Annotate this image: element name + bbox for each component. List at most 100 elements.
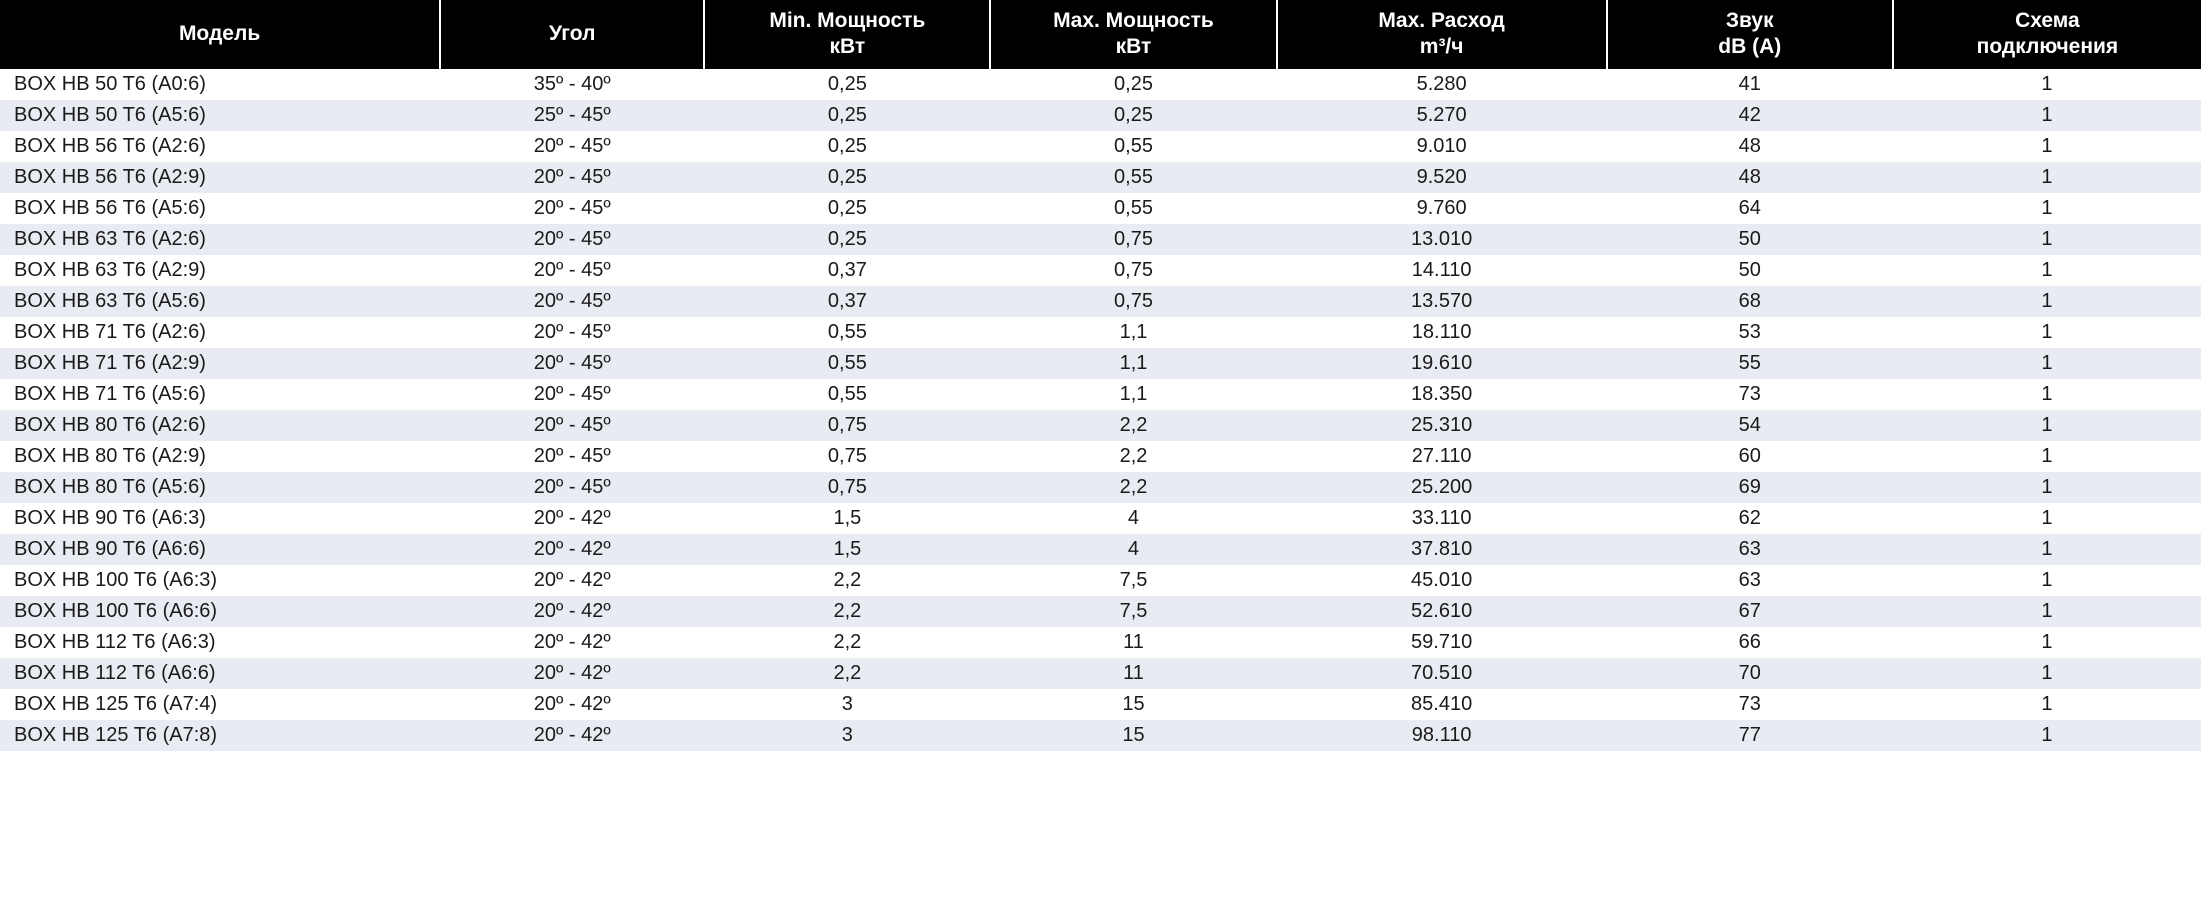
cell-sound: 50 [1607, 224, 1893, 255]
cell-sound: 69 [1607, 472, 1893, 503]
cell-model: BOX HB 56 T6 (A2:6) [0, 131, 440, 162]
cell-max: 7,5 [990, 565, 1276, 596]
cell-scheme: 1 [1893, 472, 2201, 503]
cell-max: 0,75 [990, 224, 1276, 255]
cell-flow: 19.610 [1277, 348, 1607, 379]
cell-angle: 20º - 45º [440, 379, 704, 410]
cell-scheme: 1 [1893, 534, 2201, 565]
cell-model: BOX HB 71 T6 (A2:9) [0, 348, 440, 379]
table-row: BOX HB 112 T6 (A6:3)20º - 42º2,21159.710… [0, 627, 2201, 658]
table-row: BOX HB 71 T6 (A5:6)20º - 45º0,551,118.35… [0, 379, 2201, 410]
cell-flow: 98.110 [1277, 720, 1607, 751]
cell-model: BOX HB 112 T6 (A6:3) [0, 627, 440, 658]
cell-sound: 53 [1607, 317, 1893, 348]
cell-max: 0,55 [990, 131, 1276, 162]
cell-model: BOX HB 50 T6 (A0:6) [0, 69, 440, 100]
table-row: BOX HB 80 T6 (A2:6)20º - 45º0,752,225.31… [0, 410, 2201, 441]
cell-sound: 50 [1607, 255, 1893, 286]
cell-model: BOX HB 90 T6 (A6:6) [0, 534, 440, 565]
cell-sound: 70 [1607, 658, 1893, 689]
cell-flow: 13.570 [1277, 286, 1607, 317]
cell-scheme: 1 [1893, 317, 2201, 348]
cell-angle: 20º - 42º [440, 596, 704, 627]
cell-max: 2,2 [990, 441, 1276, 472]
cell-max: 0,55 [990, 162, 1276, 193]
table-row: BOX HB 125 T6 (A7:4)20º - 42º31585.41073… [0, 689, 2201, 720]
cell-flow: 52.610 [1277, 596, 1607, 627]
col-header-max: Max. МощностькВт [990, 0, 1276, 69]
table-row: BOX HB 50 T6 (A5:6)25º - 45º0,250,255.27… [0, 100, 2201, 131]
cell-scheme: 1 [1893, 286, 2201, 317]
cell-min: 0,55 [704, 379, 990, 410]
cell-sound: 62 [1607, 503, 1893, 534]
cell-max: 1,1 [990, 348, 1276, 379]
cell-angle: 20º - 45º [440, 441, 704, 472]
cell-flow: 5.280 [1277, 69, 1607, 100]
col-header-min: Min. МощностькВт [704, 0, 990, 69]
table-row: BOX HB 100 T6 (A6:3)20º - 42º2,27,545.01… [0, 565, 2201, 596]
cell-max: 15 [990, 689, 1276, 720]
cell-angle: 25º - 45º [440, 100, 704, 131]
cell-model: BOX HB 56 T6 (A2:9) [0, 162, 440, 193]
col-header-model: Модель [0, 0, 440, 69]
cell-scheme: 1 [1893, 410, 2201, 441]
cell-model: BOX HB 80 T6 (A2:6) [0, 410, 440, 441]
col-header-flow: Max. Расходm³/ч [1277, 0, 1607, 69]
cell-scheme: 1 [1893, 627, 2201, 658]
cell-scheme: 1 [1893, 224, 2201, 255]
table-row: BOX HB 56 T6 (A2:6)20º - 45º0,250,559.01… [0, 131, 2201, 162]
cell-angle: 20º - 45º [440, 193, 704, 224]
cell-max: 1,1 [990, 379, 1276, 410]
table-row: BOX HB 56 T6 (A2:9)20º - 45º0,250,559.52… [0, 162, 2201, 193]
cell-min: 3 [704, 689, 990, 720]
cell-model: BOX HB 56 T6 (A5:6) [0, 193, 440, 224]
cell-min: 0,25 [704, 162, 990, 193]
cell-scheme: 1 [1893, 503, 2201, 534]
cell-max: 1,1 [990, 317, 1276, 348]
cell-sound: 63 [1607, 534, 1893, 565]
cell-angle: 20º - 42º [440, 689, 704, 720]
cell-model: BOX HB 100 T6 (A6:3) [0, 565, 440, 596]
col-header-scheme: Схемаподключения [1893, 0, 2201, 69]
cell-sound: 41 [1607, 69, 1893, 100]
table-row: BOX HB 112 T6 (A6:6)20º - 42º2,21170.510… [0, 658, 2201, 689]
cell-flow: 27.110 [1277, 441, 1607, 472]
cell-min: 1,5 [704, 503, 990, 534]
cell-flow: 85.410 [1277, 689, 1607, 720]
cell-min: 0,75 [704, 410, 990, 441]
col-header-sound: ЗвукdB (A) [1607, 0, 1893, 69]
cell-max: 0,25 [990, 69, 1276, 100]
cell-flow: 70.510 [1277, 658, 1607, 689]
cell-max: 0,55 [990, 193, 1276, 224]
cell-scheme: 1 [1893, 100, 2201, 131]
cell-scheme: 1 [1893, 720, 2201, 751]
cell-angle: 20º - 45º [440, 224, 704, 255]
cell-flow: 9.010 [1277, 131, 1607, 162]
cell-model: BOX HB 80 T6 (A2:9) [0, 441, 440, 472]
cell-min: 2,2 [704, 658, 990, 689]
cell-sound: 66 [1607, 627, 1893, 658]
cell-min: 0,25 [704, 193, 990, 224]
cell-scheme: 1 [1893, 162, 2201, 193]
cell-scheme: 1 [1893, 348, 2201, 379]
cell-min: 0,75 [704, 441, 990, 472]
cell-sound: 63 [1607, 565, 1893, 596]
cell-max: 11 [990, 627, 1276, 658]
cell-min: 3 [704, 720, 990, 751]
cell-flow: 33.110 [1277, 503, 1607, 534]
cell-scheme: 1 [1893, 689, 2201, 720]
cell-min: 0,37 [704, 286, 990, 317]
cell-min: 0,75 [704, 472, 990, 503]
cell-max: 0,25 [990, 100, 1276, 131]
cell-model: BOX HB 125 T6 (A7:4) [0, 689, 440, 720]
cell-scheme: 1 [1893, 69, 2201, 100]
table-row: BOX HB 71 T6 (A2:6)20º - 45º0,551,118.11… [0, 317, 2201, 348]
cell-sound: 60 [1607, 441, 1893, 472]
cell-angle: 20º - 45º [440, 162, 704, 193]
col-header-angle: Угол [440, 0, 704, 69]
cell-sound: 67 [1607, 596, 1893, 627]
cell-model: BOX HB 71 T6 (A5:6) [0, 379, 440, 410]
cell-sound: 73 [1607, 689, 1893, 720]
cell-sound: 77 [1607, 720, 1893, 751]
cell-flow: 18.110 [1277, 317, 1607, 348]
